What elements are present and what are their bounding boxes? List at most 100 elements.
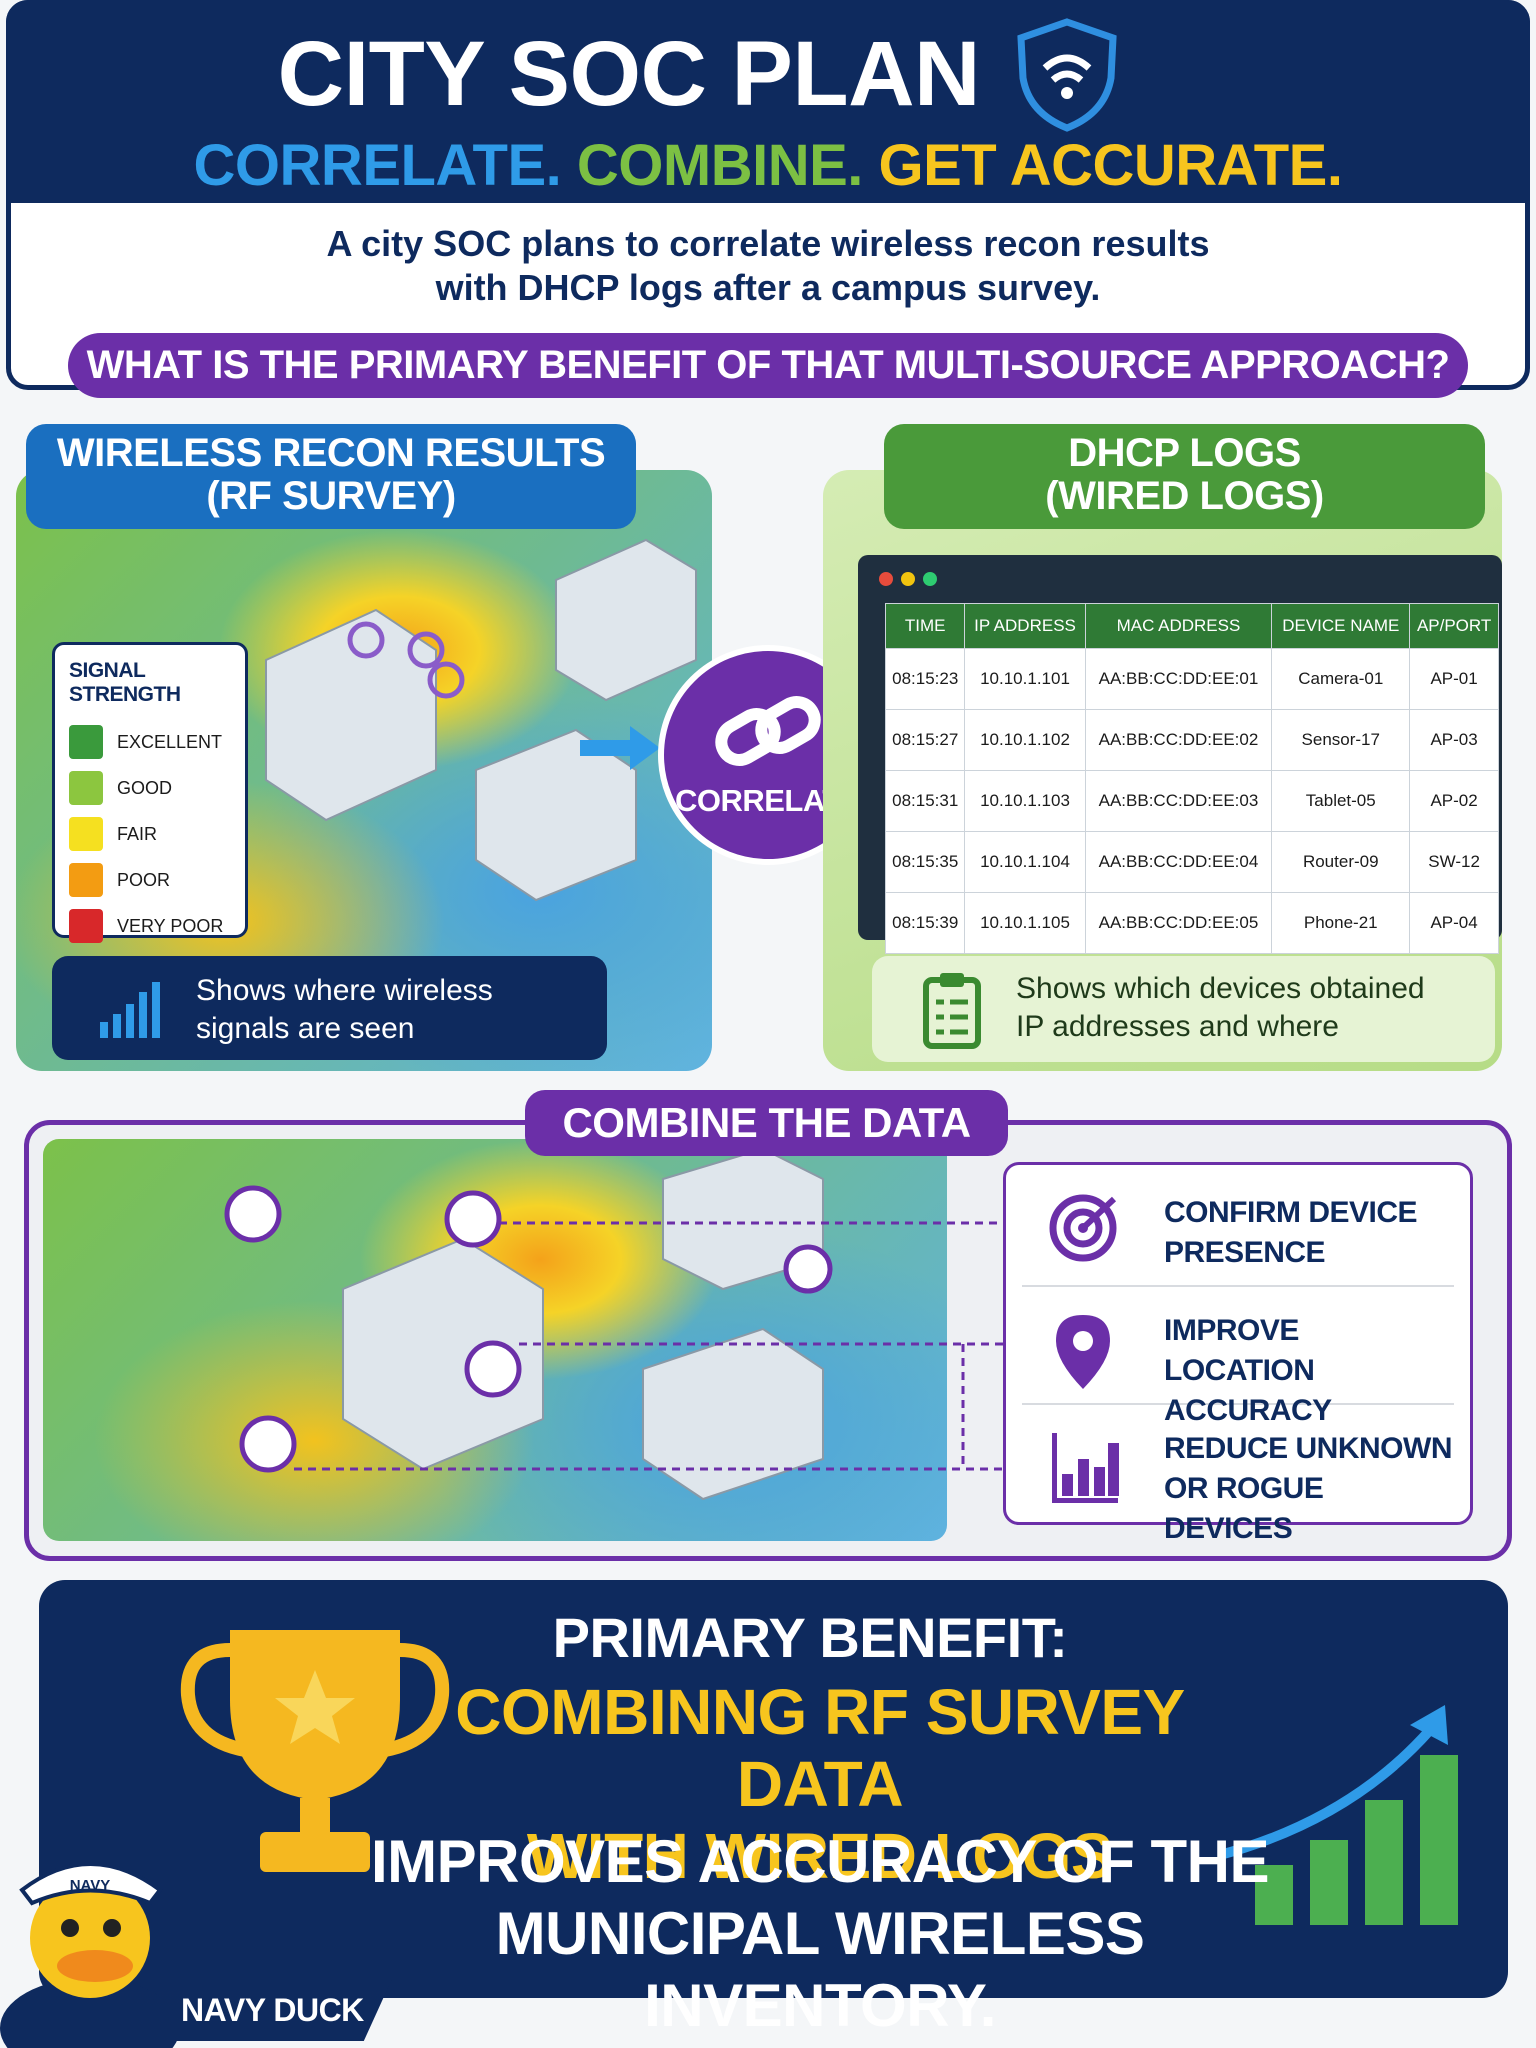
- table-cell: 08:15:35: [884, 831, 966, 893]
- table-row: 08:15:23 10.10.1.101 AA:BB:CC:DD:EE:01 Came…: [884, 648, 1499, 710]
- scenario-line: A city SOC plans to correlate wireless r…: [326, 223, 1210, 264]
- table-cell: 10.10.1.103: [964, 770, 1086, 832]
- legend-swatch: [69, 863, 103, 897]
- shield-icon: [1017, 18, 1117, 132]
- dhcp-caption-line: IP addresses and where: [1016, 1010, 1339, 1043]
- benefit-item: REDUCE UNKNOWN OR ROGUE DEVICES: [1022, 1411, 1454, 1545]
- legend-item: GOOD: [69, 765, 245, 811]
- rf-caption-box: Shows where wireless signals are seen: [52, 956, 607, 1060]
- benefit-line: CONFIRM DEVICE: [1164, 1196, 1418, 1229]
- benefit-icon: [1048, 1311, 1124, 1391]
- table-cell: 08:15:31: [884, 770, 966, 832]
- table-row: 08:15:31 10.10.1.103 AA:BB:CC:DD:EE:03 Tabl…: [884, 770, 1499, 832]
- benefit-line: OR ROGUE DEVICES: [1164, 1472, 1324, 1545]
- table-cell: 08:15:39: [884, 892, 966, 954]
- column-header: TIME: [884, 603, 966, 649]
- column-header: AP/PORT: [1409, 603, 1499, 649]
- conclusion-line: MUNICIPAL WIRELESS INVENTORY.: [495, 1900, 1145, 2039]
- table-cell: AA:BB:CC:DD:EE:04: [1084, 831, 1273, 893]
- benefit-icon: [1048, 1193, 1124, 1273]
- legend-swatch: [69, 725, 103, 759]
- legend-swatch: [69, 771, 103, 805]
- scenario: A city SOC plans to correlate wireless r…: [0, 222, 1536, 310]
- legend-label: EXCELLENT: [117, 731, 223, 752]
- duck-mascot: NAVY: [0, 1862, 180, 2048]
- table-cell: 10.10.1.101: [964, 648, 1086, 710]
- question: WHAT IS THE PRIMARY BENEFIT OF THAT MULT…: [68, 333, 1468, 398]
- table-cell: 10.10.1.105: [964, 892, 1086, 954]
- table-row: 08:15:35 10.10.1.104 AA:BB:CC:DD:EE:04 Rout…: [884, 831, 1499, 893]
- growth-icon: [1218, 1705, 1458, 1925]
- table-cell: 08:15:27: [884, 709, 966, 771]
- benefit-line: REDUCE UNKNOWN: [1164, 1432, 1453, 1465]
- rf-title-line: WIRELESS RECON RESULTS: [56, 431, 606, 475]
- table-cell: 08:15:23: [884, 648, 966, 710]
- rf-caption-line: signals are seen: [196, 1012, 415, 1045]
- benefit-item: IMPROVE LOCATION ACCURACY: [1022, 1293, 1454, 1427]
- dhcp-caption-line: Shows which devices obtained: [1016, 972, 1425, 1005]
- signal-icon: [100, 982, 160, 1038]
- benefit-icon-art: [1052, 1433, 1119, 1503]
- benefit-line: IMPROVE LOCATION: [1164, 1314, 1315, 1387]
- legend-title: SIGNAL STRENGTH: [69, 659, 181, 706]
- benefit-icon-art: [1056, 1315, 1110, 1389]
- tagline: CORRELATE. COMBINE. GET ACCURATE.: [0, 132, 1536, 199]
- legend-label: VERY POOR: [117, 915, 224, 936]
- tagline-part: CORRELATE.: [193, 133, 562, 198]
- benefit-line: ACCURACY: [1164, 1394, 1332, 1427]
- combine-map-art: [224, 1147, 1003, 1501]
- column-header: MAC ADDRESS: [1084, 603, 1273, 649]
- legend-label: FAIR: [117, 823, 158, 844]
- benefit-icon: [1048, 1429, 1124, 1509]
- log-window: TIME IP ADDRESS MAC ADDRESS DEVICE NAME AP/P…: [858, 555, 1502, 954]
- trophy-icon: [180, 1630, 450, 1872]
- table-cell: Sensor-17: [1271, 709, 1411, 771]
- table-cell: AP-02: [1409, 770, 1499, 832]
- benefit-text: IMPROVE LOCATION ACCURACY: [1164, 1311, 1454, 1431]
- arrow: [580, 726, 660, 770]
- table-cell: Phone-21: [1271, 892, 1411, 954]
- column-header: DEVICE NAME: [1271, 603, 1411, 649]
- benefits-box: CONFIRM DEVICE PRESENCE IMPROVE LOCATION AC…: [1003, 1162, 1473, 1545]
- highlight-line: COMBINNG RF SURVEY DATA: [455, 1676, 1185, 1820]
- clipboard-icon: [923, 973, 981, 1049]
- combine-title: COMBINE THE DATA: [525, 1090, 1008, 1156]
- legend-item: POOR: [69, 857, 245, 903]
- benefit-item: CONFIRM DEVICE PRESENCE: [1022, 1175, 1454, 1287]
- rf-caption-line: Shows where wireless: [196, 974, 493, 1007]
- table-cell: AP-01: [1409, 648, 1499, 710]
- table-cell: AA:BB:CC:DD:EE:02: [1084, 709, 1273, 771]
- header-band: [6, 0, 1530, 203]
- legend-item: VERY POOR: [69, 903, 245, 949]
- legend-swatch: [69, 909, 103, 943]
- conclusion-line: IMPROVES ACCURACY OF THE: [370, 1828, 1270, 1895]
- table-cell: AP-03: [1409, 709, 1499, 771]
- mascot-label: NAVY DUCK: [157, 1979, 392, 2041]
- legend-label: GOOD: [117, 777, 173, 798]
- table-cell: AA:BB:CC:DD:EE:01: [1084, 648, 1273, 710]
- legend: SIGNAL STRENGTH EXCELLENT GOOD FAIR POOR VER…: [52, 642, 248, 943]
- dhcp-title-line: (WIRED LOGS): [1045, 474, 1324, 518]
- legend-swatch: [69, 817, 103, 851]
- highlight-line: WITH WIRED LOGS: [526, 1820, 1114, 1892]
- legend-item: FAIR: [69, 811, 245, 857]
- dhcp-title-line: DHCP LOGS: [1068, 431, 1301, 475]
- table-row: 08:15:27 10.10.1.102 AA:BB:CC:DD:EE:02 Sens…: [884, 709, 1499, 771]
- table-cell: 10.10.1.102: [964, 709, 1086, 771]
- benefit-text: CONFIRM DEVICE PRESENCE: [1164, 1193, 1418, 1273]
- table-cell: AP-04: [1409, 892, 1499, 954]
- table-cell: AA:BB:CC:DD:EE:03: [1084, 770, 1273, 832]
- rf-title: WIRELESS RECON RESULTS (RF SURVEY): [26, 424, 636, 529]
- window-dots: [879, 572, 937, 586]
- tagline-part: GET ACCURATE.: [878, 133, 1343, 198]
- column-header: IP ADDRESS: [964, 603, 1086, 649]
- table-wrap: TIME IP ADDRESS MAC ADDRESS DEVICE NAME AP/P…: [884, 603, 1499, 954]
- result-conclusion: IMPROVES ACCURACY OF THE MUNICIPAL WIREL…: [330, 1826, 1310, 2042]
- table-cell: Router-09: [1271, 831, 1411, 893]
- dhcp-table: TIME IP ADDRESS MAC ADDRESS DEVICE NAME AP/P…: [884, 603, 1499, 954]
- rf-map-art: [265, 538, 697, 902]
- table-cell: Camera-01: [1271, 648, 1411, 710]
- dhcp-title: DHCP LOGS (WIRED LOGS): [884, 424, 1485, 529]
- benefit-icon-art: [1049, 1194, 1117, 1262]
